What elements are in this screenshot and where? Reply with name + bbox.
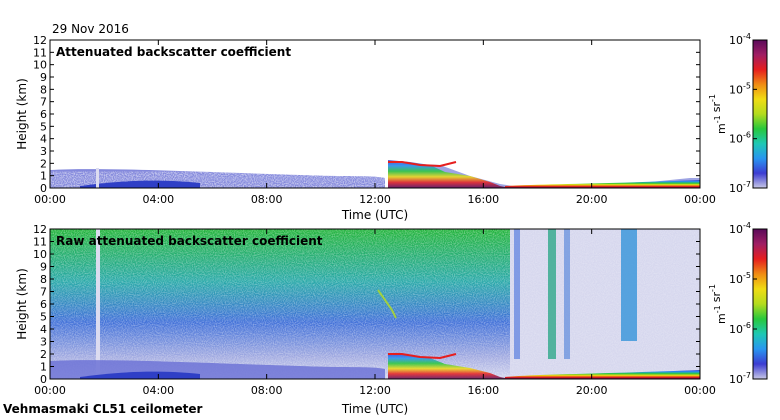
x-tick-label: 00:00 (684, 384, 716, 397)
y-axis-label: Height (km) (15, 268, 29, 339)
y-tick-label: 6 (40, 108, 47, 121)
date-label: 29 Nov 2016 (52, 22, 129, 36)
x-tick-label: 00:00 (684, 193, 716, 206)
x-axis-label: Time (UTC) (341, 208, 408, 222)
y-tick-label: 7 (40, 286, 47, 299)
y-tick-label: 11 (33, 46, 47, 59)
y-tick-label: 2 (40, 157, 47, 170)
y-tick-label: 5 (40, 311, 47, 324)
y-tick-label: 12 (33, 223, 47, 236)
colorbar-tick-label: 10-7 (729, 180, 751, 195)
colorbar-unit-label: m-1sr-1 (708, 94, 728, 134)
x-tick-label: 16:00 (467, 193, 499, 206)
y-tick-label: 10 (33, 59, 47, 72)
instrument-label: Vehmasmaki CL51 ceilometer (3, 402, 203, 416)
y-tick-label: 7 (40, 96, 47, 109)
y-tick-label: 8 (40, 83, 47, 96)
x-axis: 00:00 04:00 08:00 12:00 16:00 20:00 00:00 (34, 40, 716, 206)
plot-area (50, 40, 700, 188)
y-tick-label: 4 (40, 133, 47, 146)
colorbar-tick-label: 10-5 (729, 81, 751, 96)
y-tick-label: 0 (40, 373, 47, 386)
y-tick-label: 2 (40, 348, 47, 361)
panel-title: Attenuated backscatter coefficient (56, 45, 291, 59)
colorbar-scale (752, 228, 768, 380)
colorbar: 10-7 10-6 10-5 10-4 m-1sr-1 (708, 221, 768, 386)
colorbar-tick-label: 10-6 (729, 131, 751, 146)
x-tick-label: 08:00 (251, 193, 283, 206)
x-tick-label: 00:00 (34, 384, 66, 397)
y-tick-label: 5 (40, 120, 47, 133)
colorbar-tick-label: 10-4 (729, 32, 751, 47)
y-tick-label: 11 (33, 236, 47, 249)
x-tick-label: 20:00 (576, 384, 608, 397)
x-tick-label: 04:00 (142, 384, 174, 397)
y-tick-label: 0 (40, 182, 47, 195)
y-tick-label: 6 (40, 298, 47, 311)
y-tick-label: 1 (40, 170, 47, 183)
colorbar-tick-label: 10-5 (729, 271, 751, 286)
x-tick-label: 20:00 (576, 193, 608, 206)
x-tick-label: 16:00 (467, 384, 499, 397)
y-tick-label: 10 (33, 248, 47, 261)
panel-attenuated: Attenuated backscatter coefficient 01234… (15, 32, 768, 222)
colorbar-tick-label: 10-6 (729, 321, 751, 336)
y-tick-label: 1 (40, 361, 47, 374)
panel-raw: Raw attenuated backscatter coefficient 0… (15, 221, 768, 416)
x-tick-label: 04:00 (142, 193, 174, 206)
x-tick-label: 12:00 (359, 384, 391, 397)
x-tick-label: 00:00 (34, 193, 66, 206)
x-axis-label: Time (UTC) (341, 402, 408, 416)
colorbar-tick-label: 10-4 (729, 221, 751, 236)
y-tick-label: 4 (40, 323, 47, 336)
backscatter-field (50, 160, 700, 188)
x-axis: 00:00 04:00 08:00 12:00 16:00 20:00 00:00 (34, 229, 716, 397)
y-axis-label: Height (km) (15, 78, 29, 149)
y-tick-label: 8 (40, 273, 47, 286)
raw-backscatter-field (50, 229, 700, 379)
panel-title: Raw attenuated backscatter coefficient (56, 234, 323, 248)
colorbar-scale (752, 39, 768, 189)
y-tick-label: 9 (40, 261, 47, 274)
x-tick-label: 08:00 (251, 384, 283, 397)
colorbar-tick-label: 10-7 (729, 371, 751, 386)
y-tick-label: 9 (40, 71, 47, 84)
y-tick-label: 12 (33, 34, 47, 47)
colorbar-unit-label: m-1sr-1 (708, 284, 728, 324)
colorbar: 10-7 10-6 10-5 10-4 m-1sr-1 (708, 32, 768, 195)
x-tick-label: 12:00 (359, 193, 391, 206)
y-tick-label: 3 (40, 145, 47, 158)
y-tick-label: 3 (40, 336, 47, 349)
